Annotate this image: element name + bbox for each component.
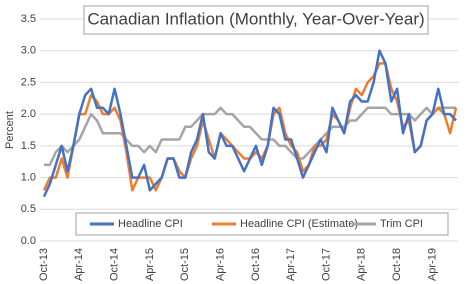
x-tick-label: Oct-15 <box>179 248 191 281</box>
legend <box>75 212 449 236</box>
y-tick-label: 0.0 <box>21 235 36 247</box>
chart-title: Canadian Inflation (Monthly, Year-Over-Y… <box>87 9 424 28</box>
x-tick-label: Oct-18 <box>391 248 403 281</box>
data-line <box>42 49 457 198</box>
y-tick-label: 0.5 <box>21 203 36 215</box>
y-axis-label: Percent <box>4 111 16 149</box>
x-tick-label: Oct-17 <box>320 248 332 281</box>
x-tick-label: Apr-14 <box>73 248 85 281</box>
lines <box>42 49 458 198</box>
legend-label: Trim CPI <box>380 218 423 230</box>
x-tick-label: Apr-15 <box>144 248 156 281</box>
x-tick-label: Apr-18 <box>356 248 368 281</box>
title-box <box>83 5 429 35</box>
legend-entries: Headline CPI Headline CPI (Estimate) Trim … <box>90 218 423 230</box>
y-tick-label: 2.0 <box>21 108 36 120</box>
legend-label: Headline CPI (Estimate) <box>240 218 358 230</box>
y-tick-label: 1.0 <box>21 171 36 183</box>
y-tick-label: 2.5 <box>21 76 36 88</box>
legend-label: Headline CPI <box>118 218 183 230</box>
x-tick-label: Oct-13 <box>38 248 50 281</box>
x-tick-label: Apr-16 <box>214 248 226 281</box>
y-tick-label: 3.5 <box>21 13 36 25</box>
x-tick-label: Apr-19 <box>426 248 438 281</box>
y-tick-label: 3.0 <box>21 45 36 57</box>
x-tick-label: Apr-17 <box>285 248 297 281</box>
grid: 0.0 0.5 1.0 1.5 2.0 2.5 3.0 3.5 Oct-13 Apr-14 Oct-… <box>21 13 458 281</box>
x-tick-label: Oct-14 <box>109 248 121 281</box>
y-tick-label: 1.5 <box>21 140 36 152</box>
data-line <box>44 106 456 167</box>
x-tick-label: Oct-16 <box>250 248 262 281</box>
